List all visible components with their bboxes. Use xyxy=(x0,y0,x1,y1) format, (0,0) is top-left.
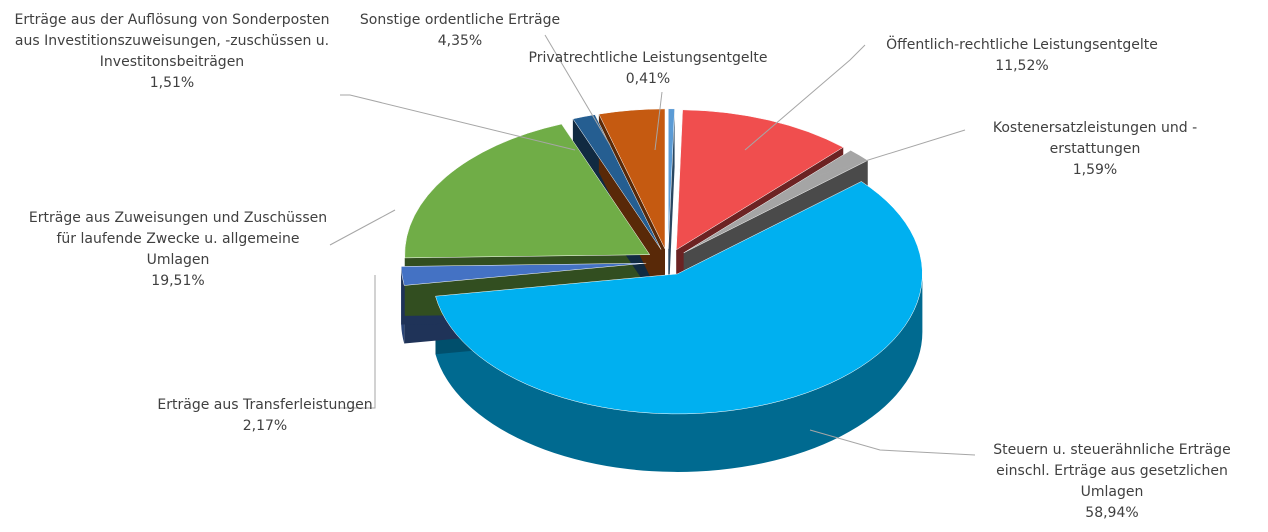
label-value: 1,51% xyxy=(149,75,195,91)
label-value: 2,17% xyxy=(242,418,288,434)
label-name: Steuern u. steuerähnliche Erträge einsch… xyxy=(993,442,1231,500)
slice-label: Sonstige ordentliche Erträge 4,35% xyxy=(330,10,590,52)
leader-line xyxy=(654,91,663,151)
leader-line xyxy=(544,34,611,146)
leader-line xyxy=(809,429,976,456)
slice-label: Erträge aus Zuweisungen und Zuschüssen f… xyxy=(23,208,333,292)
slice xyxy=(676,109,844,251)
slice-label: Steuern u. steuerähnliche Erträge einsch… xyxy=(967,440,1257,524)
slice xyxy=(572,114,662,250)
slice-label: Kostenersatzleistungen und -erstattungen… xyxy=(965,118,1225,181)
label-value: 58,94% xyxy=(1085,505,1139,521)
leader-line xyxy=(819,129,966,176)
slice xyxy=(668,108,675,249)
slice-edge xyxy=(668,108,675,307)
label-name: Sonstige ordentliche Erträge xyxy=(359,12,561,28)
label-value: 11,52% xyxy=(995,58,1049,74)
leader-line xyxy=(340,275,376,409)
leader-line xyxy=(329,209,396,246)
label-name: Erträge aus Zuweisungen und Zuschüssen f… xyxy=(28,210,328,268)
label-name: Erträge aus Transferleistungen xyxy=(157,397,373,413)
label-name: Kostenersatzleistungen und -erstattungen xyxy=(992,120,1198,157)
slice-label: Privatrechtliche Leistungsentgelte 0,41% xyxy=(503,48,793,90)
slice-side xyxy=(435,273,923,472)
slice xyxy=(404,123,651,259)
slice-label: Öffentlich-rechtliche Leistungsentgelte 1… xyxy=(857,35,1187,77)
slice xyxy=(435,181,923,415)
label-name: Privatrechtliche Leistungsentgelte xyxy=(528,50,768,66)
leader-line xyxy=(744,44,866,151)
label-value: 0,41% xyxy=(625,71,671,87)
slice-label: Erträge aus Transferleistungen 2,17% xyxy=(135,395,395,437)
leader-line xyxy=(340,94,576,151)
label-value: 19,51% xyxy=(151,273,205,289)
slice xyxy=(400,262,647,286)
label-name: Öffentlich-rechtliche Leistungsentgelte xyxy=(886,37,1158,53)
label-name: Erträge aus der Auflösung von Sonderpost… xyxy=(14,12,330,70)
slice-label: Erträge aus der Auflösung von Sonderpost… xyxy=(7,10,337,94)
label-value: 4,35% xyxy=(437,33,483,49)
slice xyxy=(598,108,666,250)
label-value: 1,59% xyxy=(1072,162,1118,178)
